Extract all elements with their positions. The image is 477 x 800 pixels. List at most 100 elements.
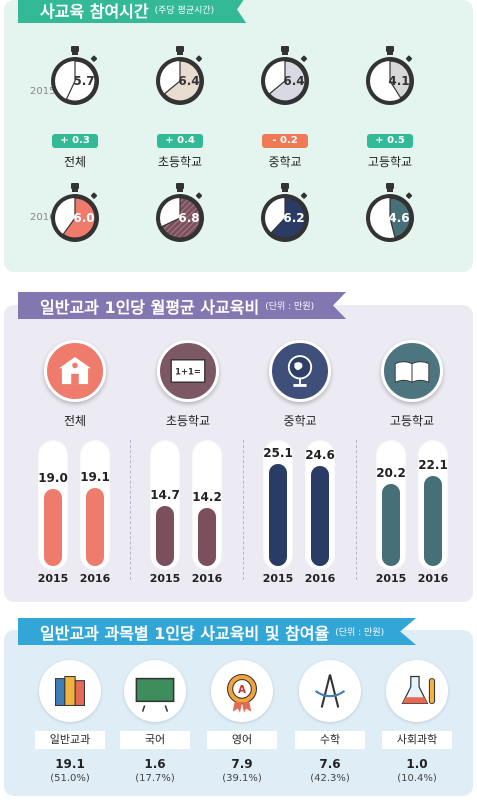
bar-value-2015-2: 25.1 (263, 445, 293, 460)
math-tools-icon (299, 660, 361, 722)
stopwatch-2015-value-0: 5.7 (73, 74, 95, 88)
stopwatch-2016-0-slice (62, 197, 96, 239)
monthly-cost-unit: (단위 : 만원) (265, 302, 315, 312)
subject-cost-2: 7.9 (231, 757, 253, 771)
change-badge-3: + 0.5 (367, 134, 413, 148)
bar-value-2016-1: 14.2 (192, 490, 222, 505)
participation-time-title: 사교육 참여시간 (40, 1, 149, 21)
subject-cost-3: 7.6 (319, 757, 341, 771)
globe-icon (269, 340, 331, 402)
bar-2015-0 (44, 488, 62, 566)
bar-2016-1 (198, 508, 216, 566)
stopwatch-2015-value-2: 6.4 (283, 74, 305, 88)
bar-value-2015-1: 14.7 (150, 488, 180, 503)
stopwatch-2016-value-3: 4.6 (388, 211, 410, 225)
stopwatch-2016-3 (363, 183, 417, 243)
bar-year-2016-3: 2016 (417, 572, 449, 585)
stopwatch-2015-1 (153, 46, 207, 106)
school-building-icon (44, 340, 106, 402)
subject-cost-banner: 일반교과 과목별 1인당 사교육비 및 참여율 (단위 : 만원) (18, 618, 417, 645)
bar-2015-2 (269, 463, 287, 566)
tube-2016-3 (418, 440, 448, 570)
subject-cost-unit: (단위 : 만원) (335, 628, 385, 638)
subject-participation-3: (42.3%) (310, 773, 350, 784)
monthly-cost-banner: 일반교과 1인당 월평균 사교육비 (단위 : 만원) (18, 292, 347, 319)
blackboard-icon: 1+1= (157, 340, 219, 402)
stopwatch-2015-0 (48, 46, 102, 106)
participation-time-unit: (주당 평균시간) (154, 6, 215, 16)
stopwatch-2015-0-slice (65, 60, 96, 102)
change-badge-1: + 0.4 (157, 134, 203, 148)
stopwatch-2016-1 (153, 183, 207, 243)
subject-label-4: 사회과학 (382, 731, 452, 749)
bar-year-2016-1: 2016 (191, 572, 223, 585)
subject-label-1: 국어 (120, 731, 190, 749)
bar-2016-3 (424, 476, 442, 566)
bar-value-2016-0: 19.1 (80, 470, 110, 485)
stopwatch-2016-value-1: 6.8 (178, 211, 200, 225)
bar-value-2015-3: 20.2 (376, 465, 406, 480)
bar-year-2015-1: 2015 (149, 572, 181, 585)
group-divider-0 (130, 440, 131, 580)
stopwatch-2015-3 (363, 46, 417, 106)
stopwatch-2015-2 (258, 46, 312, 106)
bar-value-2015-0: 19.0 (38, 470, 68, 485)
tube-2016-2 (305, 440, 335, 570)
stopwatch-2016-2-slice (270, 197, 306, 239)
bar-2015-1 (156, 506, 174, 566)
bar-value-2016-2: 24.6 (305, 448, 335, 462)
change-badge-0: + 0.3 (52, 134, 98, 148)
school-label-3: 고등학교 (389, 414, 435, 428)
stopwatch-2016-1-slice (161, 197, 201, 239)
subject-participation-0: (51.0%) (50, 773, 90, 784)
participation-time-banner: 사교육 참여시간 (주당 평균시간) (18, 0, 247, 23)
subject-cost-0: 19.1 (55, 757, 85, 771)
tube-2015-3 (376, 440, 406, 570)
group-divider-1 (242, 440, 244, 580)
open-book-icon (381, 340, 443, 402)
tube-2015-0 (38, 440, 68, 570)
stopwatch-2016-value-2: 6.2 (283, 211, 305, 225)
stopwatch-2015-2-slice (268, 60, 306, 102)
svg-text:1+1=: 1+1= (175, 367, 201, 377)
school-label-1: 초등학교 (165, 414, 211, 428)
bar-year-2016-0: 2016 (79, 572, 111, 585)
stopwatch-2016-3-slice (389, 197, 411, 239)
bar-year-2015-2: 2015 (262, 572, 294, 585)
change-badge-2: - 0.2 (262, 134, 308, 148)
school-label-0: 전체 (63, 414, 87, 428)
category-label-1: 초등학교 (157, 155, 203, 169)
subject-label-2: 영어 (207, 731, 277, 749)
category-label-0: 전체 (63, 155, 87, 169)
stopwatch-2016-value-0: 6.0 (73, 211, 95, 225)
subject-participation-4: (10.4%) (397, 773, 437, 784)
bar-2016-2 (311, 466, 329, 566)
year-label-2015: 2015 (30, 86, 56, 97)
subject-label-0: 일반교과 (35, 731, 105, 749)
subject-participation-1: (17.7%) (135, 773, 175, 784)
bar-2016-0 (86, 488, 104, 566)
monthly-cost-title: 일반교과 1인당 월평균 사교육비 (40, 297, 260, 317)
group-divider-2 (355, 440, 357, 580)
stopwatch-2015-3-slice (389, 60, 411, 99)
svg-text:A: A (238, 684, 246, 696)
tube-2015-2 (263, 440, 293, 570)
category-label-3: 고등학교 (367, 155, 413, 169)
bar-2015-3 (382, 483, 400, 566)
bar-year-2016-2: 2016 (304, 572, 336, 585)
stopwatch-2015-value-3: 4.1 (388, 74, 410, 88)
subject-participation-2: (39.1%) (222, 773, 262, 784)
subject-cost-1: 1.6 (144, 757, 166, 771)
school-label-2: 중학교 (283, 414, 317, 428)
chalkboard-icon (124, 660, 186, 722)
stopwatch-2016-2 (258, 183, 312, 243)
tube-2015-1 (150, 440, 180, 570)
flask-icon (386, 660, 448, 722)
subject-label-3: 수학 (295, 731, 365, 749)
subject-cost-4: 1.0 (406, 757, 428, 771)
stopwatch-2015-value-1: 6.4 (178, 74, 200, 88)
tube-2016-0 (80, 440, 110, 570)
bar-year-2015-0: 2015 (37, 572, 69, 585)
subject-cost-title: 일반교과 과목별 1인당 사교육비 및 참여율 (40, 623, 330, 643)
bar-year-2015-3: 2015 (375, 572, 407, 585)
